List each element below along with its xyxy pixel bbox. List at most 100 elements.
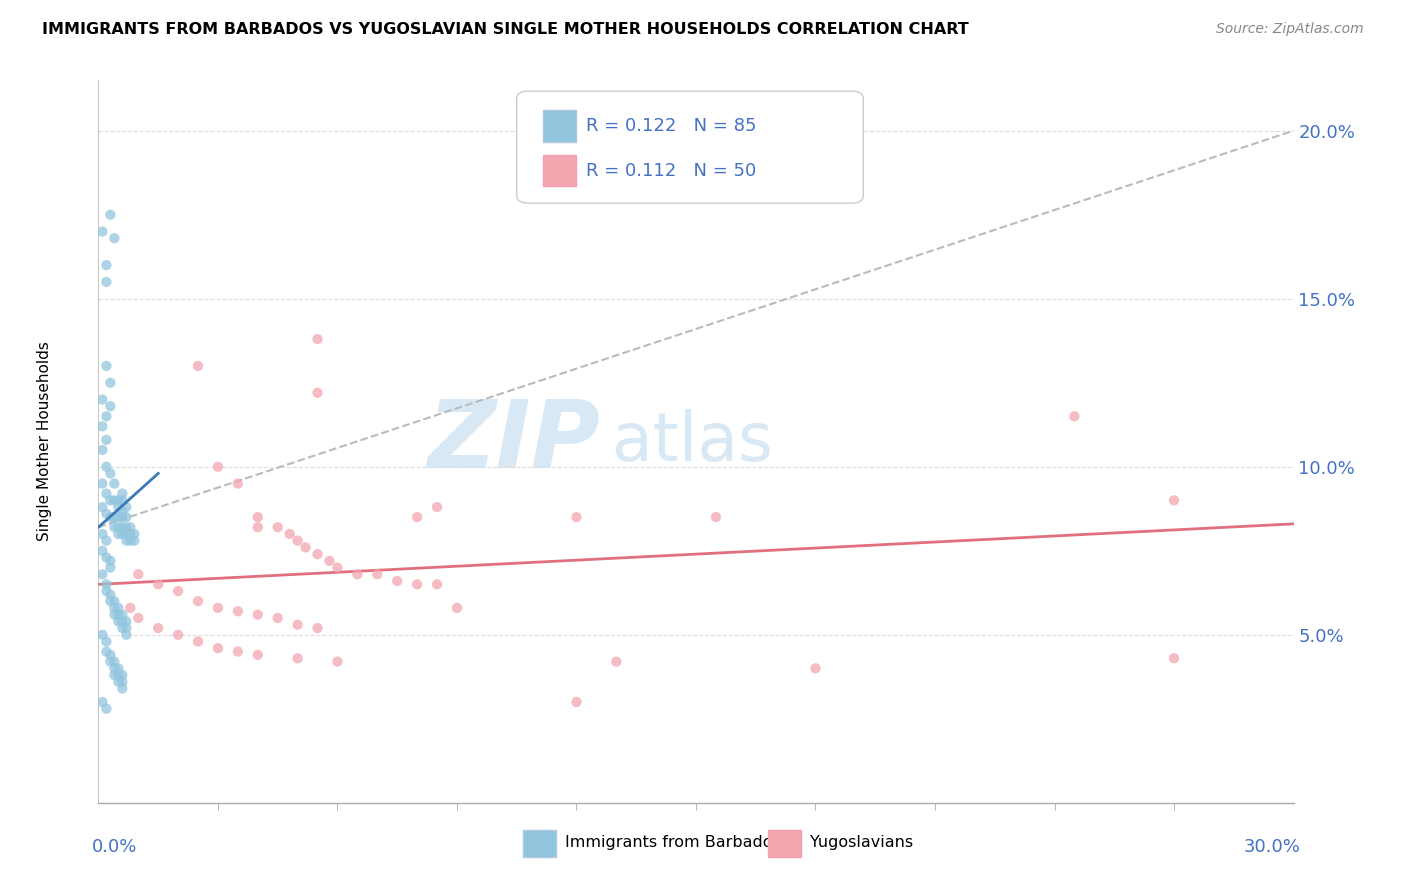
- Point: [115, 520, 138, 534]
- Point: [103, 493, 125, 508]
- Text: atlas: atlas: [613, 409, 773, 475]
- Point: [167, 628, 190, 642]
- Point: [704, 510, 727, 524]
- Point: [96, 258, 118, 272]
- Point: [148, 621, 170, 635]
- Point: [605, 655, 627, 669]
- Point: [91, 476, 114, 491]
- Point: [96, 433, 118, 447]
- Point: [187, 359, 209, 373]
- Point: [287, 533, 309, 548]
- Point: [96, 550, 118, 565]
- Point: [103, 661, 125, 675]
- Point: [406, 577, 429, 591]
- Point: [111, 520, 134, 534]
- Point: [226, 604, 249, 618]
- Point: [103, 668, 125, 682]
- Point: [98, 560, 122, 574]
- Point: [103, 607, 125, 622]
- Point: [446, 600, 468, 615]
- Point: [98, 208, 122, 222]
- Point: [426, 500, 449, 514]
- Text: 30.0%: 30.0%: [1243, 838, 1301, 855]
- Point: [111, 621, 134, 635]
- Point: [426, 577, 449, 591]
- Point: [1163, 651, 1185, 665]
- Point: [96, 486, 118, 500]
- Point: [91, 695, 114, 709]
- Point: [366, 567, 388, 582]
- Point: [107, 607, 129, 622]
- Point: [246, 510, 269, 524]
- Point: [107, 674, 129, 689]
- Point: [127, 611, 149, 625]
- Point: [346, 567, 368, 582]
- Point: [96, 644, 118, 658]
- Point: [98, 648, 122, 662]
- Point: [98, 399, 122, 413]
- Point: [148, 577, 170, 591]
- Point: [1163, 493, 1185, 508]
- Point: [115, 533, 138, 548]
- Point: [111, 527, 134, 541]
- Point: [91, 543, 114, 558]
- Point: [98, 493, 122, 508]
- Point: [107, 520, 129, 534]
- Point: [187, 634, 209, 648]
- Point: [96, 507, 118, 521]
- Point: [91, 527, 114, 541]
- Point: [115, 510, 138, 524]
- Point: [120, 533, 142, 548]
- Point: [267, 520, 290, 534]
- Point: [167, 584, 190, 599]
- Point: [565, 510, 588, 524]
- Point: [318, 554, 340, 568]
- Point: [307, 621, 329, 635]
- Point: [107, 510, 129, 524]
- Point: [267, 611, 290, 625]
- Point: [91, 628, 114, 642]
- Text: IMMIGRANTS FROM BARBADOS VS YUGOSLAVIAN SINGLE MOTHER HOUSEHOLDS CORRELATION CHA: IMMIGRANTS FROM BARBADOS VS YUGOSLAVIAN …: [42, 22, 969, 37]
- Point: [326, 655, 349, 669]
- Point: [103, 476, 125, 491]
- Point: [207, 600, 229, 615]
- Point: [103, 520, 125, 534]
- Point: [115, 621, 138, 635]
- Text: R = 0.122   N = 85: R = 0.122 N = 85: [586, 117, 756, 135]
- Text: Single Mother Households: Single Mother Households: [37, 342, 52, 541]
- Point: [127, 567, 149, 582]
- Point: [96, 533, 118, 548]
- Point: [107, 600, 129, 615]
- Point: [107, 493, 129, 508]
- Point: [107, 661, 129, 675]
- Point: [120, 520, 142, 534]
- Point: [96, 409, 118, 424]
- Point: [96, 459, 118, 474]
- Point: [91, 567, 114, 582]
- Text: Source: ZipAtlas.com: Source: ZipAtlas.com: [1216, 22, 1364, 37]
- Point: [98, 510, 122, 524]
- Point: [103, 655, 125, 669]
- Point: [294, 541, 316, 555]
- Point: [111, 510, 134, 524]
- Text: R = 0.112   N = 50: R = 0.112 N = 50: [586, 161, 756, 179]
- FancyBboxPatch shape: [517, 91, 863, 203]
- Point: [103, 510, 125, 524]
- Point: [278, 527, 301, 541]
- Point: [91, 442, 114, 457]
- Point: [565, 695, 588, 709]
- Text: Immigrants from Barbados: Immigrants from Barbados: [565, 835, 780, 850]
- Point: [107, 668, 129, 682]
- Point: [226, 476, 249, 491]
- Text: 0.0%: 0.0%: [91, 838, 136, 855]
- Point: [96, 702, 118, 716]
- Point: [103, 594, 125, 608]
- Bar: [543, 110, 576, 142]
- Point: [111, 493, 134, 508]
- Point: [107, 527, 129, 541]
- Point: [115, 628, 138, 642]
- Point: [187, 594, 209, 608]
- Point: [124, 533, 146, 548]
- Point: [307, 547, 329, 561]
- Point: [124, 527, 146, 541]
